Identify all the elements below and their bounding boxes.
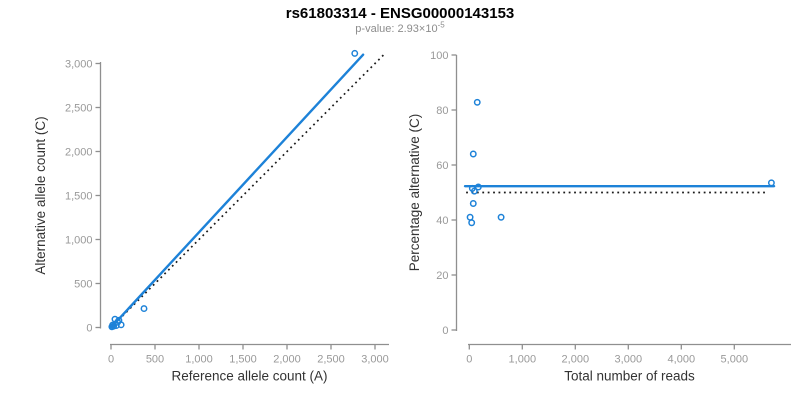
svg-text:500: 500 <box>146 354 164 366</box>
svg-text:Alternative allele count (C): Alternative allele count (C) <box>33 116 48 274</box>
left-scatter-plot-allele-counts: 0 500 1,000 1,500 2,000 2,500 3,000 0 500 1,000 1,… <box>33 49 389 384</box>
svg-text:Reference allele count (A): Reference allele count (A) <box>171 369 327 384</box>
svg-text:0: 0 <box>442 325 448 337</box>
svg-text:0: 0 <box>108 354 114 366</box>
figure-subtitle: p-value: 2.93×10-5 <box>0 20 800 35</box>
svg-text:3,000: 3,000 <box>361 354 389 366</box>
svg-text:Percentage alternative (C): Percentage alternative (C) <box>407 114 422 272</box>
svg-text:60: 60 <box>436 160 448 172</box>
svg-text:1,000: 1,000 <box>509 354 537 366</box>
svg-text:2,000: 2,000 <box>562 354 590 366</box>
svg-text:2,500: 2,500 <box>317 354 345 366</box>
svg-text:3,000: 3,000 <box>615 354 643 366</box>
svg-text:1,000: 1,000 <box>65 234 93 246</box>
svg-text:1,500: 1,500 <box>229 354 257 366</box>
svg-text:0: 0 <box>86 322 92 334</box>
svg-text:1,500: 1,500 <box>65 190 93 202</box>
svg-text:4,000: 4,000 <box>668 354 696 366</box>
svg-text:2,500: 2,500 <box>65 102 93 114</box>
svg-text:2,000: 2,000 <box>273 354 301 366</box>
svg-text:2,000: 2,000 <box>65 146 93 158</box>
svg-text:100: 100 <box>430 50 448 62</box>
figure-title: rs61803314 - ENSG00000143153 <box>285 5 515 22</box>
svg-text:1,000: 1,000 <box>185 354 213 366</box>
svg-text:5,000: 5,000 <box>721 354 749 366</box>
svg-text:0: 0 <box>466 354 472 366</box>
svg-text:80: 80 <box>436 105 448 117</box>
svg-text:20: 20 <box>436 270 448 282</box>
svg-text:500: 500 <box>74 278 92 290</box>
right-scatter-plot-percentage-alternative: 0 20 40 60 80 100 0 1,000 2,000 3,000 4,000 5,000 To… <box>407 50 791 384</box>
svg-text:40: 40 <box>436 215 448 227</box>
svg-text:3,000: 3,000 <box>65 58 93 70</box>
p-value-exponent: -5 <box>437 20 445 30</box>
p-value-text: p-value: 2.93×10 <box>355 23 438 35</box>
svg-text:Total number of reads: Total number of reads <box>564 369 695 384</box>
